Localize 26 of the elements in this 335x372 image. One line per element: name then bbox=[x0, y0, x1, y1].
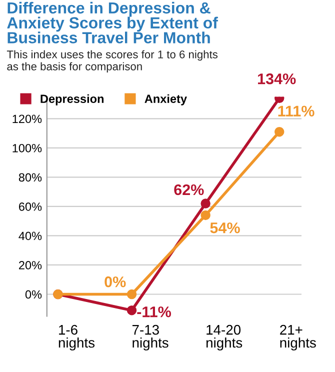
data-label: 111% bbox=[278, 106, 314, 116]
point bbox=[274, 126, 284, 137]
y-tick-label: 40% bbox=[18, 232, 42, 240]
data-label: 54% bbox=[210, 222, 240, 234]
legend-label: Anxiety bbox=[144, 94, 187, 106]
data-label: 62% bbox=[174, 184, 204, 196]
data-label: -11% bbox=[137, 306, 171, 318]
x-tick-label: 7-13 nights bbox=[132, 324, 168, 350]
y-tick-label: 100% bbox=[12, 144, 42, 152]
y-tick-label: 120% bbox=[12, 114, 42, 124]
y-tick-label: 60% bbox=[19, 202, 42, 211]
y-tick-label: 0% bbox=[25, 290, 42, 299]
chart-title: Difference in Depression & Anxiety Scores by Extent of Business Travel Per Month bbox=[7, 2, 218, 44]
legend-label: Depression bbox=[40, 94, 104, 106]
chart-subtitle: This index uses the scores for 1 to 6 nights as the basis for comparison bbox=[6, 50, 218, 73]
data-label: 0% bbox=[104, 276, 126, 288]
x-tick-label: 14-20 nights bbox=[206, 324, 242, 350]
y-tick-label: 80% bbox=[18, 173, 42, 182]
y-tick-label: 20% bbox=[19, 261, 42, 270]
data-label: 134% bbox=[258, 73, 296, 84]
point bbox=[200, 198, 210, 208]
point bbox=[126, 305, 137, 316]
x-tick-label: 21+ nights bbox=[280, 324, 316, 350]
point bbox=[126, 289, 137, 300]
x-tick-label: 1-6 nights bbox=[58, 324, 95, 350]
point bbox=[200, 210, 210, 220]
